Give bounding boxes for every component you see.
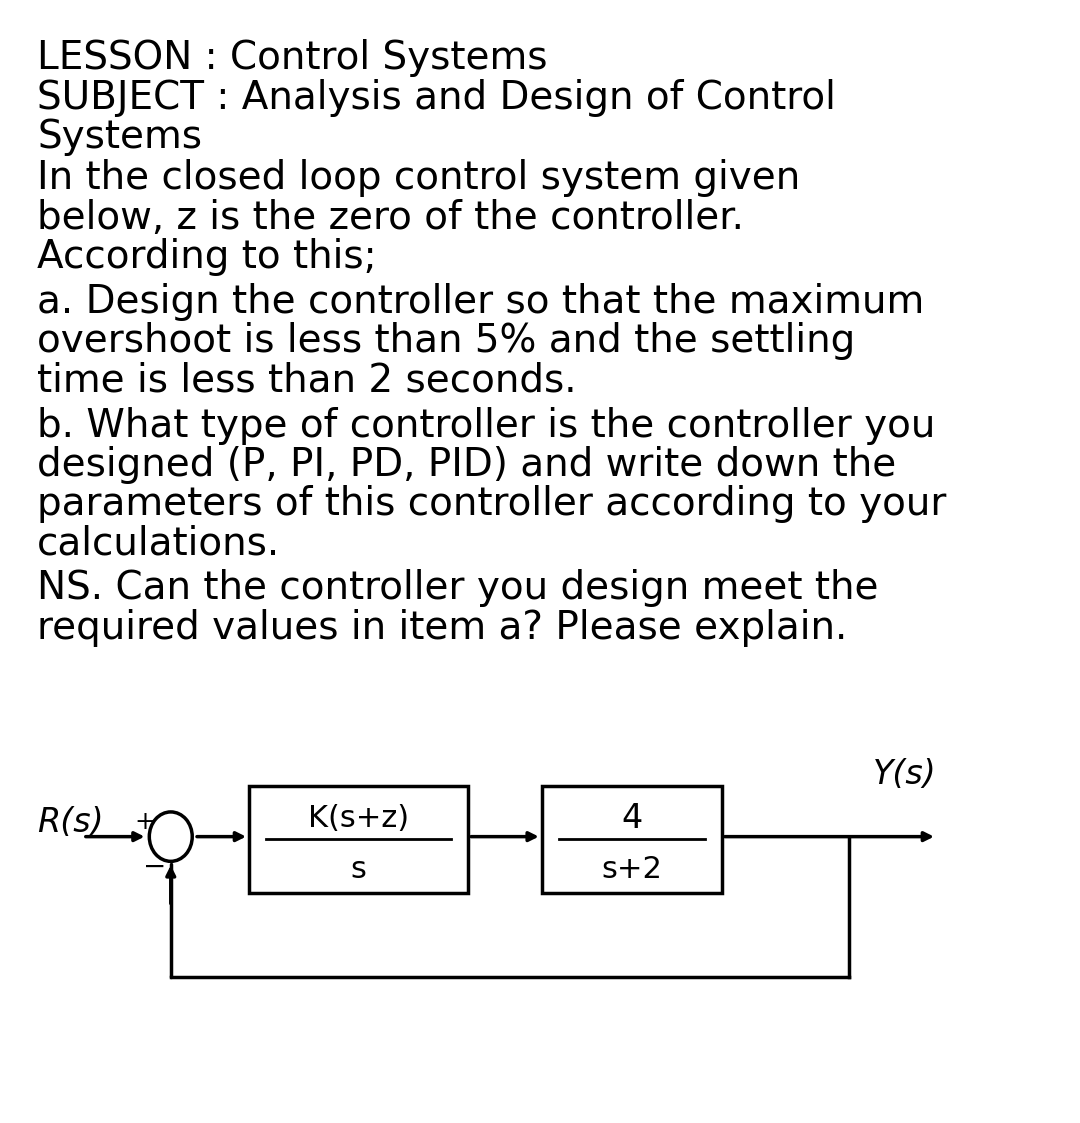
Text: calculations.: calculations. bbox=[37, 524, 281, 563]
Text: K(s+z): K(s+z) bbox=[308, 804, 409, 832]
FancyBboxPatch shape bbox=[248, 786, 469, 893]
Text: Y(s): Y(s) bbox=[874, 758, 937, 792]
Text: below, z is the zero of the controller.: below, z is the zero of the controller. bbox=[37, 199, 744, 237]
Text: parameters of this controller according to your: parameters of this controller according … bbox=[37, 485, 946, 523]
Text: NS. Can the controller you design meet the: NS. Can the controller you design meet t… bbox=[37, 569, 879, 608]
Text: overshoot is less than 5% and the settling: overshoot is less than 5% and the settli… bbox=[37, 322, 855, 360]
Text: designed (P, PI, PD, PID) and write down the: designed (P, PI, PD, PID) and write down… bbox=[37, 446, 896, 484]
Text: a. Design the controller so that the maximum: a. Design the controller so that the max… bbox=[37, 283, 924, 321]
Text: +: + bbox=[134, 810, 154, 834]
Text: LESSON : Control Systems: LESSON : Control Systems bbox=[37, 39, 548, 77]
Text: s+2: s+2 bbox=[602, 855, 662, 884]
Text: −: − bbox=[143, 853, 166, 880]
Text: Systems: Systems bbox=[37, 118, 202, 156]
FancyBboxPatch shape bbox=[541, 786, 723, 893]
Text: b. What type of controller is the controller you: b. What type of controller is the contro… bbox=[37, 407, 935, 445]
Text: time is less than 2 seconds.: time is less than 2 seconds. bbox=[37, 362, 577, 400]
Text: required values in item a? Please explain.: required values in item a? Please explai… bbox=[37, 609, 848, 647]
Text: 4: 4 bbox=[621, 802, 643, 834]
Text: R(s): R(s) bbox=[37, 805, 104, 839]
Text: In the closed loop control system given: In the closed loop control system given bbox=[37, 159, 800, 198]
Text: s: s bbox=[351, 855, 366, 884]
Text: SUBJECT : Analysis and Design of Control: SUBJECT : Analysis and Design of Control bbox=[37, 79, 836, 117]
Text: According to this;: According to this; bbox=[37, 238, 377, 276]
Circle shape bbox=[149, 812, 192, 861]
